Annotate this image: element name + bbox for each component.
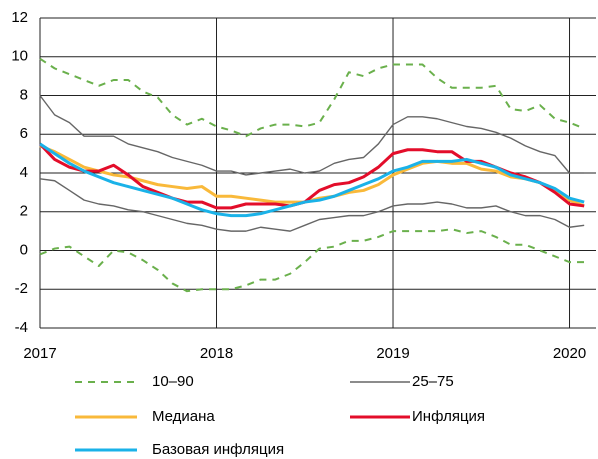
series-line — [39, 57, 585, 138]
y-tick-label: 10 — [11, 48, 28, 65]
series-line-lower — [39, 178, 585, 232]
legend-label: 25–75 — [412, 373, 454, 390]
x-tick-label: 2017 — [23, 345, 56, 362]
legend-label: 10–90 — [152, 373, 194, 390]
y-tick-label: 6 — [20, 125, 28, 142]
series-line — [39, 142, 585, 218]
legend-label: Инфляция — [412, 408, 485, 425]
y-tick-label: -4 — [15, 319, 28, 336]
y-tick-label: 8 — [20, 86, 28, 103]
y-tick-label: 2 — [20, 203, 28, 220]
y-tick-label: 4 — [20, 164, 28, 181]
y-tick-label: 0 — [20, 241, 28, 258]
x-tick-label: 2018 — [200, 345, 233, 362]
series-line — [39, 95, 585, 176]
series-line-lower — [39, 228, 585, 293]
x-tick-label: 2020 — [553, 345, 586, 362]
x-tick-label: 2019 — [376, 345, 409, 362]
legend-label: Медиана — [152, 408, 215, 425]
y-tick-label: 12 — [11, 9, 28, 26]
legend-label: Базовая инфляция — [152, 441, 284, 458]
y-tick-label: -2 — [15, 280, 28, 297]
